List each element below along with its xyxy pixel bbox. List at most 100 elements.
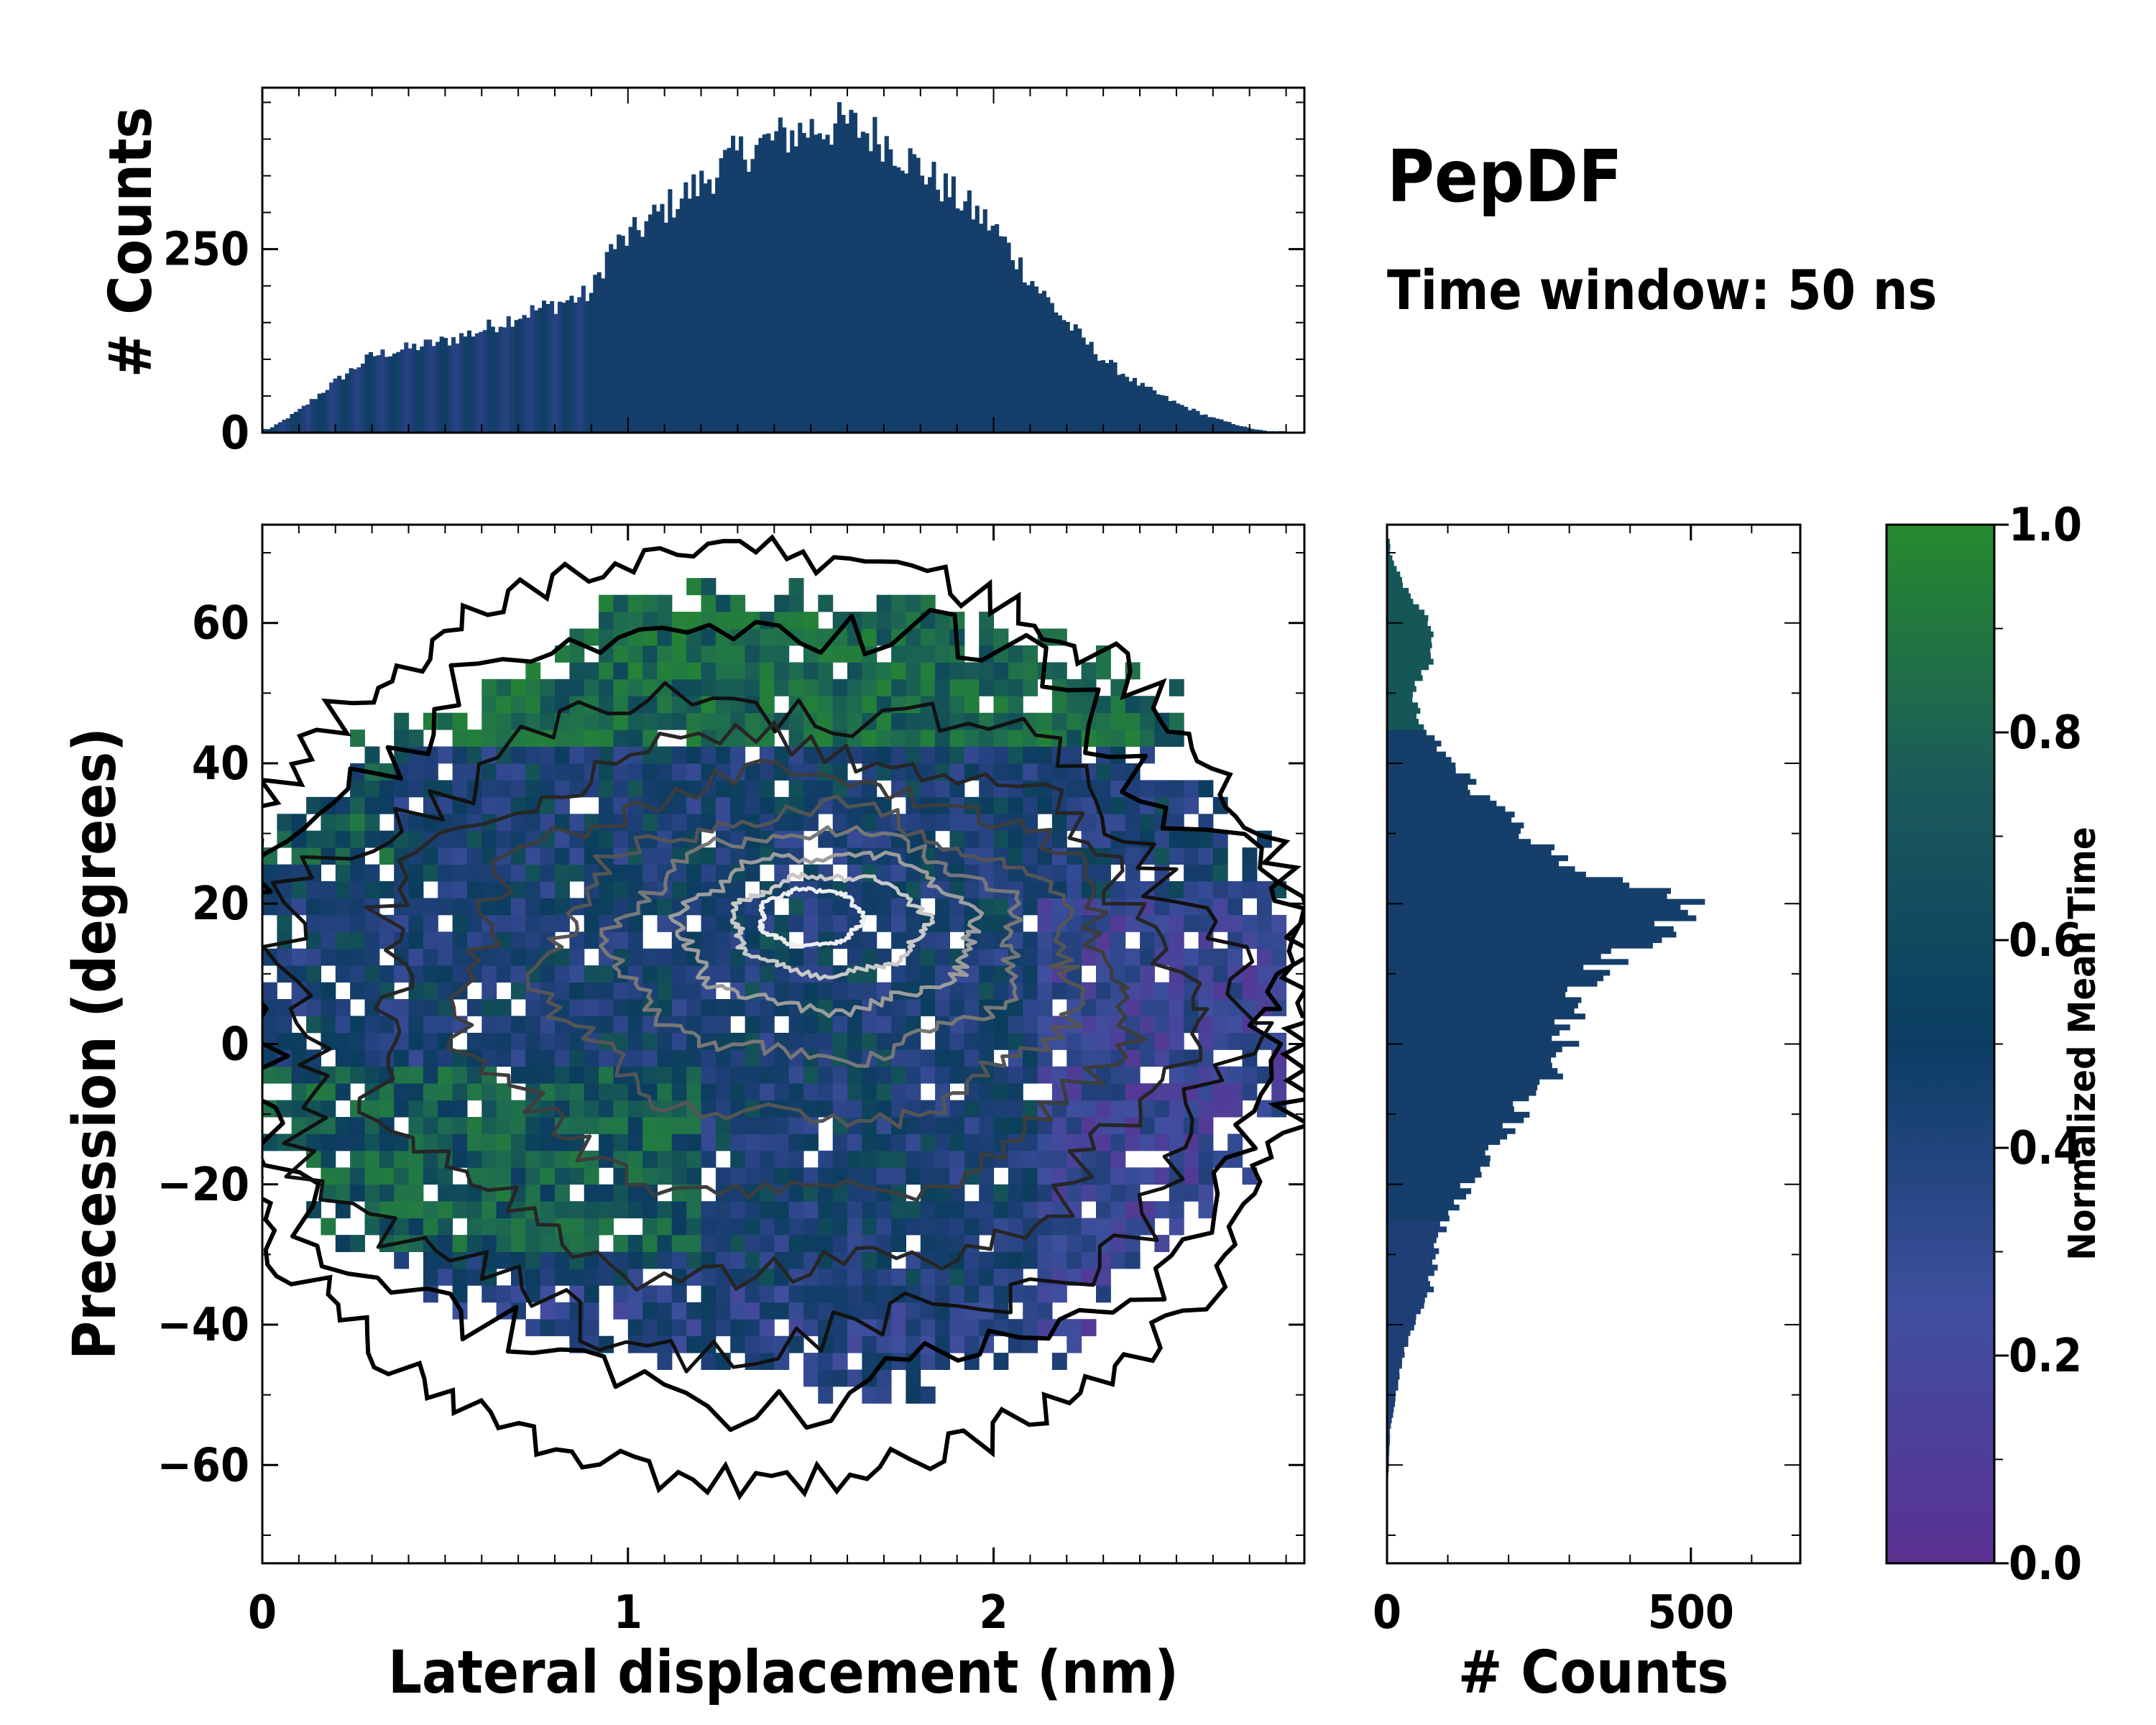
heatmap-cell: [1154, 1201, 1170, 1219]
heatmap-cell: [701, 1049, 717, 1067]
heatmap-cell: [496, 1285, 512, 1303]
heatmap-cell: [906, 1133, 921, 1151]
top-histogram-bar: [814, 134, 819, 433]
heatmap-cell: [1081, 1049, 1097, 1067]
heatmap-cell: [321, 982, 336, 1000]
heatmap-cell: [774, 1066, 790, 1084]
heatmap-cell: [525, 1150, 541, 1168]
heatmap-cell: [701, 712, 717, 730]
top-histogram-bar: [282, 419, 287, 433]
heatmap-cell: [394, 730, 410, 747]
heatmap-cell: [730, 1066, 746, 1084]
heatmap-cell: [1096, 1218, 1111, 1236]
top-histogram-bar: [1065, 321, 1070, 433]
heatmap-cell: [364, 780, 380, 798]
top-histogram-bar: [1120, 374, 1125, 433]
heatmap-cell: [642, 1150, 658, 1168]
heatmap-cell: [920, 746, 936, 764]
heatmap-cell: [423, 1083, 438, 1101]
right-histogram-bar: [1387, 937, 1662, 943]
right-histogram-bar: [1387, 1041, 1580, 1047]
heatmap-cell: [1154, 1032, 1170, 1050]
heatmap-cell: [701, 1201, 717, 1219]
heatmap-cell: [1023, 965, 1038, 983]
heatmap-cell: [1096, 914, 1111, 932]
heatmap-cell: [745, 1319, 760, 1337]
heatmap-cell: [818, 662, 834, 680]
heatmap-cell: [774, 1083, 790, 1101]
heatmap-cell: [321, 1117, 336, 1134]
heatmap-cell: [906, 594, 921, 612]
density-contour: [446, 758, 1148, 1202]
heatmap-cell: [1154, 898, 1170, 916]
heatmap-cell: [701, 1353, 717, 1370]
right-histogram-bar: [1387, 1046, 1562, 1052]
heatmap-cell: [906, 712, 921, 730]
heatmap-cell: [1140, 1167, 1155, 1185]
heatmap-cell: [438, 982, 453, 1000]
heatmap-cell: [408, 730, 424, 747]
heatmap-cell: [788, 746, 804, 764]
heatmap-cell: [1184, 948, 1199, 966]
heatmap-cell: [613, 594, 629, 612]
heatmap-cell: [657, 814, 673, 832]
heatmap-cell: [452, 1235, 468, 1252]
top-histogram-bar: [569, 295, 574, 433]
heatmap-cell: [1051, 1201, 1067, 1219]
heatmap-cell: [1008, 1251, 1023, 1269]
heatmap-cell: [452, 730, 468, 747]
right-histogram-bar: [1387, 1368, 1400, 1374]
heatmap-cell: [1125, 730, 1141, 747]
heatmap-cell: [906, 1369, 921, 1387]
heatmap-cell: [818, 982, 834, 1000]
heatmap-cell: [584, 628, 599, 646]
heatmap-cell: [511, 1032, 526, 1050]
heatmap-cell: [891, 645, 906, 663]
heatmap-cell: [949, 914, 965, 932]
heatmap-cell: [1110, 712, 1126, 730]
heatmap-cell: [862, 1218, 877, 1236]
heatmap-cell: [1184, 914, 1199, 932]
top-histogram-bar: [494, 332, 499, 433]
top-histogram-bar: [553, 313, 558, 433]
heatmap-cell: [803, 914, 819, 932]
right-histogram-bar: [1387, 757, 1452, 763]
heatmap-cell: [350, 1066, 365, 1084]
heatmap-cell: [686, 1218, 702, 1236]
heatmap-cell: [555, 1032, 570, 1050]
heatmap-cell: [438, 830, 453, 848]
heatmap-cell: [642, 1167, 658, 1185]
top-histogram-bar: [612, 249, 617, 433]
right-histogram-bar: [1387, 1090, 1537, 1096]
heatmap-cell: [979, 1184, 995, 1202]
heatmap-cell: [847, 830, 862, 848]
heatmap-cell: [1212, 1032, 1228, 1050]
right-histogram-bar: [1387, 1199, 1455, 1205]
heatmap-cell: [394, 1049, 410, 1067]
heatmap-cell: [642, 1251, 658, 1269]
heatmap-cell: [335, 1133, 351, 1151]
heatmap-cell: [584, 1251, 599, 1269]
top-histogram-bar: [313, 399, 318, 433]
heatmap-cell: [657, 1251, 673, 1269]
right-histogram-bar: [1387, 1450, 1390, 1456]
heatmap-cell: [964, 662, 980, 680]
heatmap-cell: [745, 1353, 760, 1370]
heatmap-cell: [423, 1100, 438, 1118]
heatmap-cell: [993, 662, 1009, 680]
heatmap-cell: [774, 594, 790, 612]
heatmap-cell: [1051, 1150, 1067, 1168]
right-histogram-bar: [1387, 1024, 1570, 1031]
main-ytick-label: 20: [192, 878, 249, 931]
top-histogram-bar: [1227, 422, 1232, 433]
heatmap-cell: [306, 796, 321, 814]
heatmap-cell: [876, 678, 892, 696]
heatmap-cell: [335, 847, 351, 865]
heatmap-cell: [935, 1117, 950, 1134]
heatmap-cell: [1067, 1066, 1082, 1084]
heatmap-cell: [525, 1066, 541, 1084]
top-histogram-bar: [1093, 354, 1098, 433]
heatmap-cell: [993, 730, 1009, 747]
heatmap-cell: [949, 1319, 965, 1337]
right-histogram-bar: [1387, 610, 1425, 616]
